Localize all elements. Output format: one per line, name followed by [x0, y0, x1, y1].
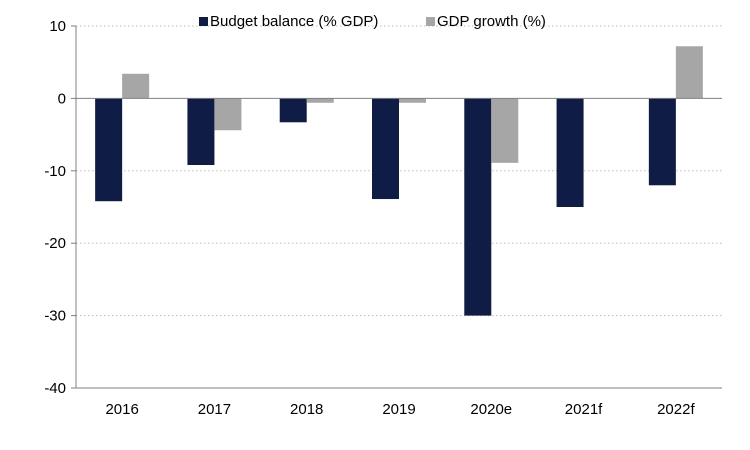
bar-gdp-growth: [306, 98, 334, 103]
legend-label: GDP growth (%): [437, 13, 546, 30]
y-tick-label: -40: [44, 380, 66, 397]
legend-swatch: [426, 17, 435, 26]
legend-label: Budget balance (% GDP): [210, 13, 378, 30]
bar-budget-balance: [464, 98, 492, 316]
bar-gdp-growth: [122, 73, 150, 99]
legend-swatch: [199, 17, 208, 26]
y-tick-label: 0: [58, 90, 66, 107]
bar-budget-balance: [556, 98, 584, 207]
x-tick-label: 2020e: [470, 401, 512, 418]
y-tick-label: -20: [44, 235, 66, 252]
bar-gdp-growth: [675, 46, 703, 99]
legend: Budget balance (% GDP) GDP growth (%): [199, 13, 546, 30]
bar-gdp-growth: [214, 98, 242, 131]
legend-item-gdp-growth: GDP growth (%): [426, 13, 546, 30]
y-tick-label: -30: [44, 308, 66, 325]
y-tick-labels: 10 0 -10 -20 -30 -40: [44, 18, 76, 397]
x-tick-label: 2016: [105, 401, 138, 418]
bar-budget-balance: [648, 98, 676, 186]
y-tick-label: -10: [44, 163, 66, 180]
bars: [95, 46, 703, 316]
bar-budget-balance: [372, 98, 399, 200]
x-tick-label: 2017: [198, 401, 231, 418]
axes: [75, 26, 722, 389]
bar-budget-balance: [187, 98, 215, 166]
y-tick-label: 10: [49, 18, 66, 35]
bar-budget-balance: [95, 98, 123, 202]
bar-gdp-growth: [399, 98, 426, 103]
bar-gdp-growth: [491, 98, 519, 163]
x-tick-label: 2018: [290, 401, 323, 418]
bar-budget-balance: [279, 98, 307, 123]
x-tick-label: 2022f: [657, 401, 695, 418]
x-tick-label: 2021f: [565, 401, 603, 418]
x-tick-label: 2019: [382, 401, 415, 418]
legend-item-budget-balance: Budget balance (% GDP): [199, 13, 378, 30]
x-tick-labels: 2016 2017 2018 2019 2020e 2021f 2022f: [105, 401, 695, 418]
